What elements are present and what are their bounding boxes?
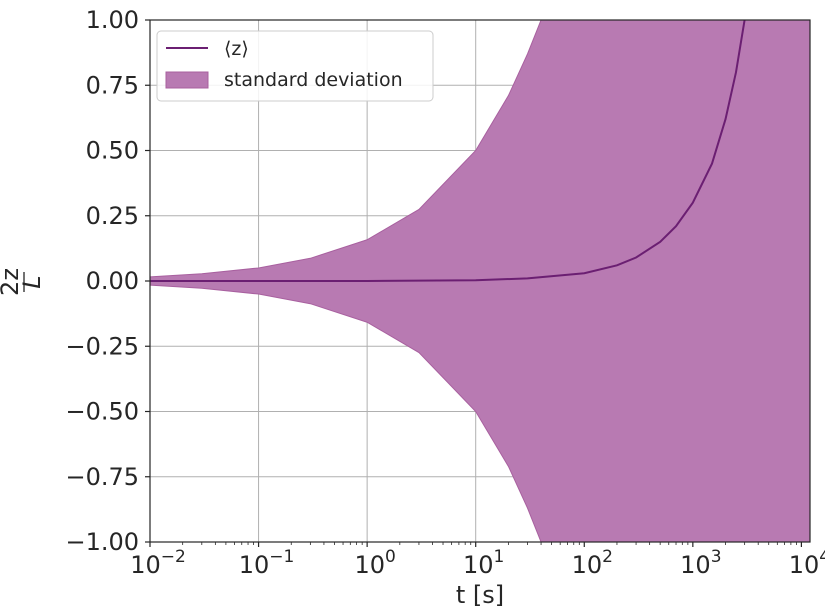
y-tick-label: 0.75 <box>86 71 139 99</box>
x-axis-label: t [s] <box>456 581 504 608</box>
legend-mean-label: ⟨z⟩ <box>224 38 249 60</box>
x-tick-label: 101 <box>463 547 504 579</box>
y-axis-label-denominator: L <box>18 275 46 288</box>
x-tick-label: 10−1 <box>239 547 295 579</box>
legend-band-swatch <box>165 71 209 89</box>
y-tick-label: 0.50 <box>86 137 139 165</box>
y-axis-label: 2z L <box>0 268 46 296</box>
tick-labels: 1.00 0.75 0.50 0.25 0.00 −0.25 −0.50 −0.75 −1.00… <box>65 6 825 579</box>
y-tick-label: 1.00 <box>86 6 139 34</box>
y-tick-label: 0.25 <box>86 202 139 230</box>
x-tick-label: 100 <box>354 547 395 579</box>
x-tick-label: 10−2 <box>130 547 186 579</box>
y-tick-label: −0.25 <box>65 332 139 360</box>
x-tick-label: 103 <box>680 547 721 579</box>
x-tick-label: 102 <box>572 547 613 579</box>
y-axis-label-numerator: 2z <box>0 268 24 296</box>
y-tick-label: −0.50 <box>65 398 139 426</box>
mean-line-layer <box>150 20 746 282</box>
y-tick-label: −1.00 <box>65 528 139 556</box>
y-tick-label: −0.75 <box>65 463 139 491</box>
legend-box <box>156 30 434 102</box>
legend: ⟨z⟩ standard deviation <box>156 30 434 102</box>
x-tick-label: 104 <box>789 547 825 579</box>
legend-std-label: standard deviation <box>224 69 403 91</box>
mean-line <box>150 20 746 282</box>
y-tick-label: 0.00 <box>86 267 139 295</box>
